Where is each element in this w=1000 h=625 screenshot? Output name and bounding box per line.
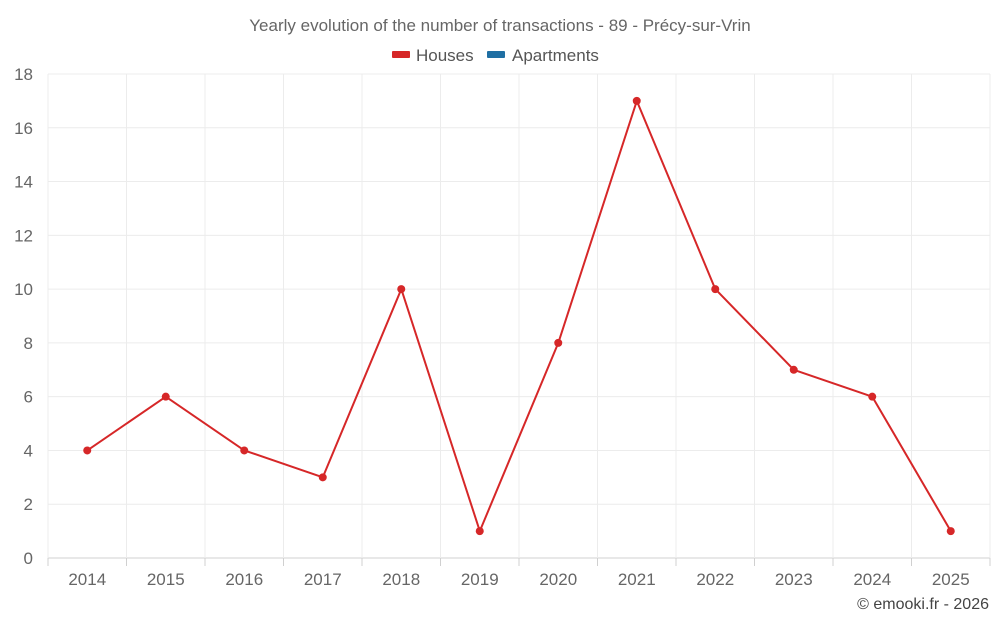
- chart-title: Yearly evolution of the number of transa…: [249, 16, 750, 35]
- credit-text: © emooki.fr - 2026: [857, 596, 989, 613]
- y-tick-label: 16: [14, 119, 33, 138]
- x-tick-label: 2019: [461, 570, 499, 589]
- y-tick-label: 8: [24, 334, 33, 353]
- legend-swatch-houses: [392, 51, 410, 58]
- legend-item-apartments[interactable]: Apartments: [487, 46, 599, 65]
- data-point-houses[interactable]: [946, 527, 955, 536]
- data-point-houses[interactable]: [318, 473, 327, 482]
- x-tick-label: 2018: [382, 570, 420, 589]
- data-point-houses[interactable]: [397, 285, 406, 294]
- x-tick-label: 2014: [68, 570, 106, 589]
- x-tick-label: 2022: [696, 570, 734, 589]
- x-tick-label: 2015: [147, 570, 185, 589]
- series-line-houses: [86, 99, 952, 533]
- data-point-houses[interactable]: [554, 338, 563, 347]
- y-tick-label: 10: [14, 280, 33, 299]
- x-tick-label: 2025: [932, 570, 970, 589]
- legend-label-apartments: Apartments: [512, 46, 599, 65]
- y-tick-label: 12: [14, 226, 33, 245]
- x-tick-label: 2021: [618, 570, 656, 589]
- x-tick-label: 2023: [775, 570, 813, 589]
- y-tick-label: 6: [24, 388, 33, 407]
- y-tick-label: 0: [24, 549, 33, 568]
- y-tick-label: 14: [14, 173, 33, 192]
- x-tick-label: 2017: [304, 570, 342, 589]
- x-axis-ticks: 2014 2015 2016 2017 2018 2019 2020 2021 2022 2023…: [47, 558, 991, 589]
- data-point-houses[interactable]: [711, 285, 720, 294]
- grid: [47, 73, 991, 559]
- legend-label-houses: Houses: [416, 46, 474, 65]
- series-houses: [83, 96, 955, 536]
- data-point-houses[interactable]: [83, 446, 92, 455]
- data-point-houses[interactable]: [632, 96, 641, 105]
- x-tick-label: 2016: [225, 570, 263, 589]
- x-tick-label: 2020: [539, 570, 577, 589]
- y-tick-label: 18: [14, 65, 33, 84]
- data-point-houses[interactable]: [789, 365, 798, 374]
- x-tick-label: 2024: [853, 570, 891, 589]
- data-point-houses[interactable]: [475, 527, 484, 536]
- data-point-houses[interactable]: [868, 392, 877, 401]
- data-point-houses[interactable]: [240, 446, 249, 455]
- legend-item-houses[interactable]: Houses: [392, 46, 474, 65]
- legend: Houses Apartments: [392, 46, 599, 65]
- y-axis-ticks: 0 2 4 6 8 10 12 14 16 18: [14, 65, 33, 568]
- data-point-houses[interactable]: [161, 392, 170, 401]
- y-tick-label: 2: [24, 495, 33, 514]
- legend-swatch-apartments: [487, 51, 505, 58]
- y-tick-label: 4: [24, 441, 33, 460]
